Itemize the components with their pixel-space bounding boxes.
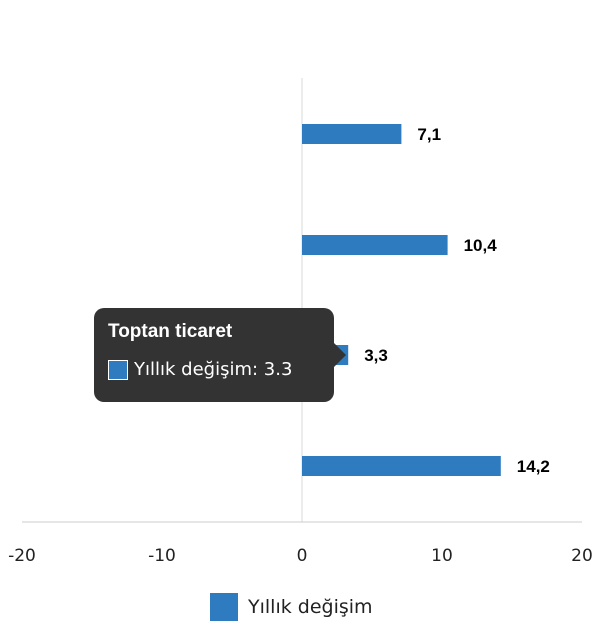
chart-tooltip: Toptan ticaret Yıllık değişim: 3.3 [94,308,346,402]
tooltip-series-swatch [108,359,128,380]
tooltip-value: Yıllık değişim: 3.3 [134,359,293,380]
x-tick-label: -10 [148,546,176,566]
data-label: 14,2 [517,457,550,476]
tooltip-title: Toptan ticaret [108,321,233,342]
chart-tick-labels: -20 -10 0 10 20 [8,546,593,566]
legend-swatch [210,593,238,621]
x-tick-label: 10 [431,546,453,566]
data-label: 7,1 [417,125,441,144]
x-tick-label: -20 [8,546,36,566]
chart-data-labels: 7,1 10,4 3,3 14,2 [364,125,550,476]
legend-label: Yıllık değişim [248,596,373,618]
tooltip-row: Yıllık değişim: 3.3 [108,359,320,380]
x-tick-label: 20 [571,546,593,566]
chart-axes [22,78,582,523]
chart-legend[interactable]: Yıllık değişim [210,593,373,621]
bar[interactable] [302,124,402,144]
bar[interactable] [302,235,448,255]
chart-bars[interactable] [302,124,501,476]
data-label: 3,3 [364,346,388,365]
x-tick-label: 0 [297,546,308,566]
bar[interactable] [302,456,501,476]
data-label: 10,4 [464,236,498,255]
tooltip-pointer [334,343,346,367]
